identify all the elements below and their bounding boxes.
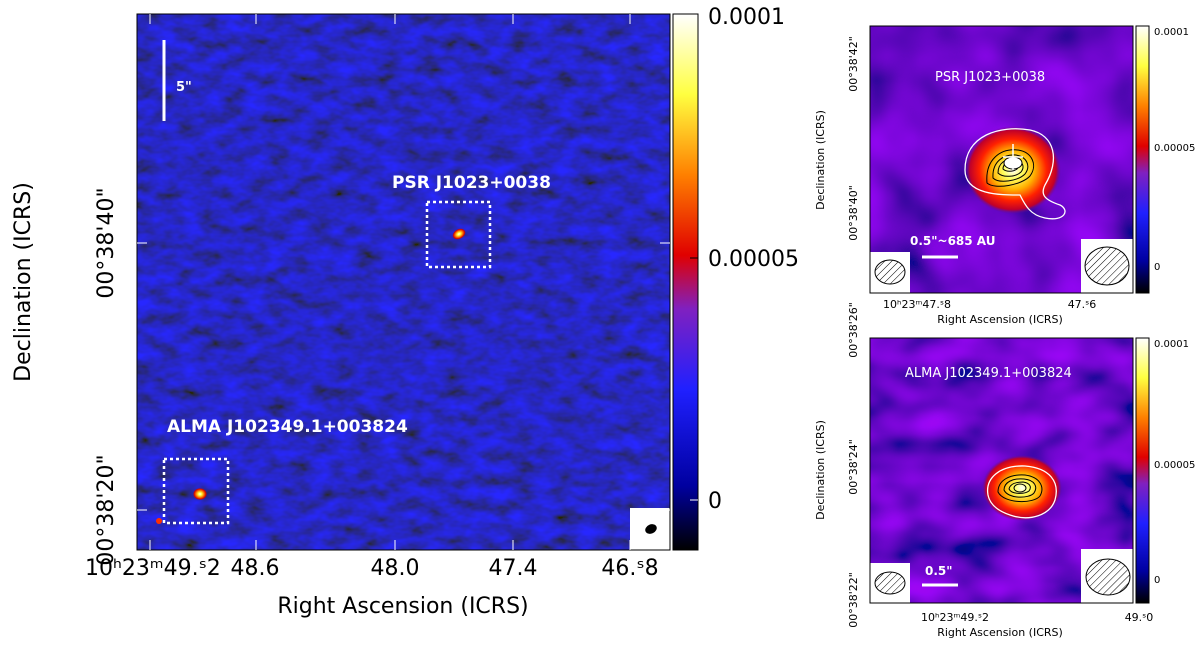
main-colorbar-label-mid: 0.00005	[708, 247, 799, 272]
inset-bottom-cbar-label-2: 0	[1154, 575, 1160, 586]
main-map-noise	[137, 14, 670, 550]
inset-top-outer-contour	[964, 128, 1066, 220]
main-x-axis-label: Right Ascension (ICRS)	[277, 594, 528, 619]
main-panel: 5" PSR J1023+0038 ALMA J102349.1+003824 …	[11, 5, 799, 619]
inset-top-axis-frame	[869, 25, 1134, 294]
main-colorbar-label-zero: 0	[708, 489, 722, 514]
inset-bottom-x-tick-1: 49.ˢ0	[1125, 611, 1154, 624]
inset-top-colorbar	[1135, 25, 1150, 294]
main-beam-ellipse	[645, 524, 657, 534]
inset-bottom-cbar-label-1: 0.00005	[1154, 460, 1195, 471]
inset-top-x-axis-label: Right Ascension (ICRS)	[937, 313, 1063, 326]
main-x-tick-label-4: 46.ˢ8	[601, 556, 658, 581]
inset-bottom-beam-right	[1085, 558, 1131, 596]
inset-top-x-tick-1: 47.ˢ6	[1068, 298, 1097, 311]
inset-bottom-inner-contours	[997, 474, 1043, 502]
psr-source	[452, 228, 466, 240]
alma-source-label: ALMA J102349.1+003824	[167, 417, 408, 437]
inset-bottom-colorbar	[1135, 337, 1150, 604]
main-x-tick-label-0: 10ʰ23ᵐ49.ˢ2	[85, 556, 221, 581]
inset-top-cbar-label-2: 0	[1154, 262, 1160, 273]
psr-source-label: PSR J1023+0038	[392, 173, 551, 193]
main-axis-frame	[136, 13, 671, 551]
inset-bottom-axis-frame	[869, 337, 1134, 604]
main-y-tick-label-20: 00°38'20"	[94, 454, 119, 565]
inset-top-y-tick-0: 00°38'42"	[847, 36, 860, 92]
inset-bottom-source	[982, 455, 1062, 521]
alma-source	[193, 488, 207, 500]
main-y-axis-label: Declination (ICRS)	[11, 182, 36, 382]
inset-bottom-x-tick-0: 10ʰ23ᵐ49.ˢ2	[921, 611, 989, 624]
inset-bottom-y-tick-2: 00°38'22"	[847, 572, 860, 628]
inset-bottom-outer-contour	[987, 465, 1057, 519]
main-colorbar-label-high: 0.0001	[708, 5, 785, 30]
inset-top-x-tick-0: 10ʰ23ᵐ47.ˢ8	[883, 298, 951, 311]
main-x-tick-label-1: 48.6	[231, 556, 280, 581]
inset-bottom-y-tick-1: 00°38'24"	[847, 439, 860, 495]
main-x-tick-label-2: 48.0	[371, 556, 420, 581]
inset-top-cbar-label-1: 0.00005	[1154, 143, 1195, 154]
inset-bottom-y-axis-label: Declination (ICRS)	[814, 420, 827, 520]
main-colorbar	[672, 13, 699, 551]
inset-top-y-tick-1: 00°38'40"	[847, 185, 860, 241]
alma-highlight-box	[162, 457, 230, 525]
inset-top-beam-right	[1084, 246, 1130, 286]
inset-top-beam-left	[874, 259, 906, 285]
inset-bottom-x-axis-label: Right Ascension (ICRS)	[937, 626, 1063, 639]
inset-bottom-y-tick-0: 00°38'26"	[847, 302, 860, 358]
main-x-tick-label-3: 47.4	[489, 556, 538, 581]
main-y-tick-label-40: 00°38'40"	[94, 187, 119, 298]
main-axis-ticks	[137, 14, 670, 550]
inset-bottom-title: ALMA J102349.1+003824	[905, 366, 1072, 381]
edge-source	[156, 518, 162, 524]
inset-top-y-axis-label: Declination (ICRS)	[814, 110, 827, 210]
inset-bottom-scalebar-label: 0.5"	[925, 564, 953, 578]
inset-bottom: ALMA J102349.1+003824 0.5" Declination (…	[814, 302, 1195, 639]
inset-top: PSR J1023+0038 0.5"~685 AU Declination (…	[814, 25, 1195, 326]
inset-bottom-beam-left	[874, 571, 906, 595]
psr-highlight-box	[425, 200, 492, 269]
inset-bottom-cbar-label-0: 0.0001	[1154, 339, 1189, 350]
inset-top-scalebar-label: 0.5"~685 AU	[910, 234, 995, 248]
inset-top-cbar-label-0: 0.0001	[1154, 27, 1189, 38]
inset-top-title: PSR J1023+0038	[935, 70, 1045, 85]
main-scalebar-label: 5"	[176, 80, 192, 95]
